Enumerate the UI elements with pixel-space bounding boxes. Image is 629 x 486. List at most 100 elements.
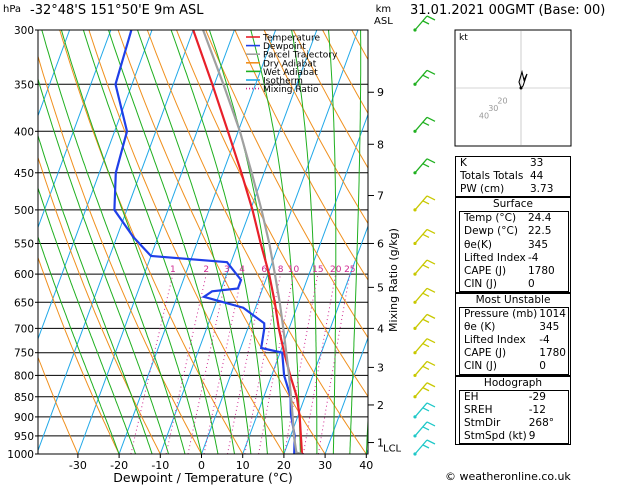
temperature-tick-label: 30 [318,459,332,472]
mixing-ratio-axis-label: Mixing Ratio (g/kg) [387,228,400,332]
wind-barb-dot [413,326,417,330]
wet-adiabat-line [170,30,268,454]
pressure-tick-label: 350 [14,79,34,91]
pressure-unit-label: hPa [3,4,22,15]
wind-barb-shaft [414,421,428,437]
index-label: Lifted Index [464,251,526,264]
x-axis-label: Dewpoint / Temperature (°C) [113,470,292,485]
wind-barb-dot [413,272,417,276]
wind-barb-shaft [414,259,428,275]
mixing-ratio-label: 4 [239,265,245,275]
wind-barb-flag [426,287,436,293]
wind-barb-flag [422,264,430,269]
mixing-ratio-line [130,273,174,454]
index-value: 1780 [528,264,555,277]
wind-barb-shaft [414,195,428,211]
index-row: StmSpd (kt) 9 [460,430,569,444]
surface-box: Surface Temp (°C) 24.4 Dewp (°C) 22.5 θe(K) 3… [455,197,571,293]
legend-label: Wet Adiabat [263,68,318,78]
wind-barb-flag [426,382,436,388]
wind-barb-dot [413,129,417,133]
isotherm-line [118,30,277,454]
wind-barb [413,439,436,456]
surface-table: Temp (°C) 24.4 Dewp (°C) 22.5 θe(K) 345 Lifted… [459,211,569,292]
pressure-tick-label: 900 [14,412,34,424]
wet-adiabat-line [291,30,318,454]
mixing-ratio-line [317,274,351,454]
wind-barb [413,421,436,438]
legend-label: Isotherm [263,77,303,87]
mixing-ratio-line [258,274,294,454]
height-tick-label: 3 [377,361,384,374]
index-value: 345 [528,238,549,251]
pressure-tick-label: 1000 [7,449,34,461]
indices-top-table: K 33 Totals Totals 44 PW (cm) 3.73 [455,156,571,198]
wind-barb-shaft [414,402,428,418]
index-label: CAPE (J) [464,264,507,277]
pressure-tick-label: 600 [14,269,34,281]
wind-barb-flag [426,195,436,201]
index-value: 345 [539,321,560,334]
temperature-tick-label: 10 [236,459,250,472]
height-tick-label: 6 [377,238,384,251]
height-tick-label: 5 [377,281,384,294]
km-label: km [375,4,392,15]
index-row: EH -29 [460,390,569,404]
index-row: Temp (°C) 24.4 [460,212,569,226]
pressure-tick-label: 750 [14,348,34,360]
dry-adiabat-line [38,54,202,454]
height-unit-label: km ASL [374,4,393,28]
index-value: 0 [528,277,535,290]
wind-barb-flag [422,292,430,297]
wind-barb-flag [426,69,436,75]
mixing-ratio-label: 2 [203,265,209,275]
temperature-tick-label: 0 [198,459,205,472]
wind-barb-flag [426,402,436,408]
series-parcel-trajectory [202,30,303,454]
index-label: PW (cm) [460,183,505,196]
isotherm-line [38,30,112,229]
mixing-ratio-label: 1 [170,265,176,275]
index-label: Dewp (°C) [464,225,518,238]
wind-barb-shaft [414,287,428,303]
index-label: CIN (J) [464,360,497,373]
isotherm-line [77,30,235,454]
index-row: Pressure (mb) 1014 [460,308,569,322]
wind-barb-flag [422,163,430,168]
wind-barb [413,116,436,133]
isotherm-line [283,224,368,454]
index-row: CIN (J) 0 [460,360,569,374]
dry-adiabat-line [615,30,629,454]
temperature-tick-label: -30 [69,459,87,472]
dry-adiabat-line [38,156,161,454]
mixing-ratio-line [187,273,228,454]
index-label: StmSpd (kt) [464,429,527,442]
dry-adiabat-line [59,30,244,454]
index-value: 1014 [539,308,566,321]
index-row: CAPE (J) 1780 [460,265,569,278]
date-title: 31.01.2021 00GMT (Base: 00) [410,3,606,18]
wind-barb-dot [413,351,417,355]
index-value: 0 [539,360,546,373]
series-temperature [192,30,304,454]
wind-barb [413,313,436,330]
wind-barb-dot [413,434,417,438]
wind-barb-flag [426,439,436,445]
wind-barb-flag [422,407,430,412]
wind-barb [413,15,436,32]
hodograph-title: Hodograph [483,376,543,389]
index-value: 44 [530,170,544,183]
hodograph-table: EH -29 SREH -12 StmDir 268° StmSpd (kt) 9 [459,389,569,444]
index-row: StmDir 268° [460,417,569,430]
hodograph-ring-label: 40 [479,112,489,121]
height-tick-label: 1 [377,437,384,450]
temperature-tick-label: -20 [110,459,128,472]
wind-barb [413,402,436,419]
legend-label: Dewpoint [263,42,306,52]
dry-adiabat-line [38,256,120,454]
wind-barb-flag [422,233,430,239]
mixing-ratio-line [302,274,337,454]
